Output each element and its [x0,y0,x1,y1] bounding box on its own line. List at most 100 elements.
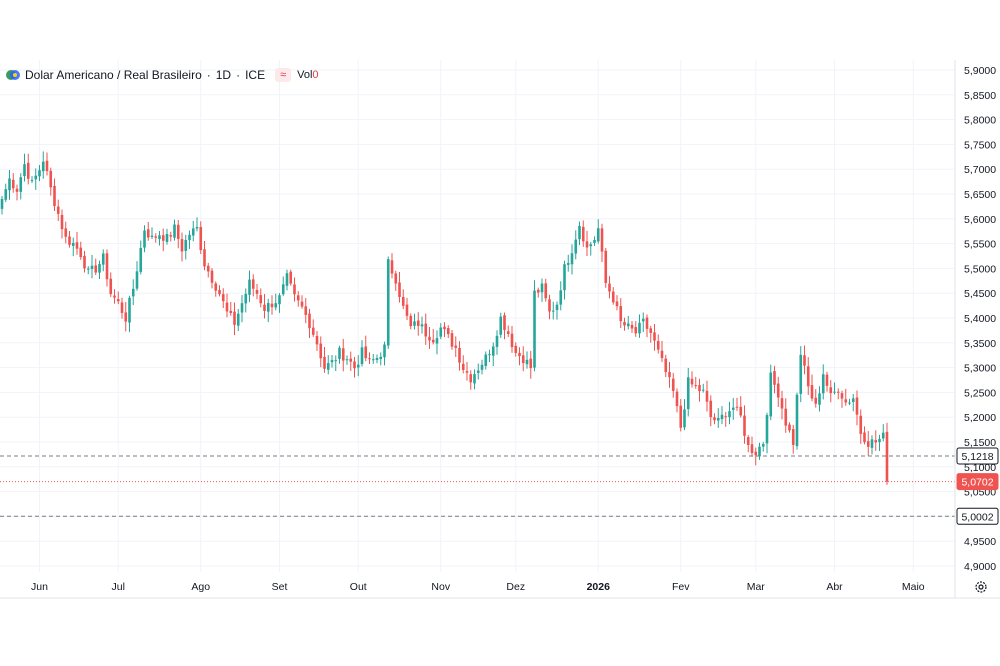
y-tick-label: 4,9500 [964,536,996,548]
candle-body-up [386,259,390,346]
candle-body-down [709,400,713,418]
candle-body-down [180,239,184,252]
candle-body-up [371,359,375,361]
candle-body-up [435,338,439,344]
candle-body-up [188,234,191,241]
candle-body-down [60,214,64,230]
candle-body-down [600,228,604,252]
price-marker-labels: 5,1218 5,0702 5,0002 [956,447,999,525]
candle-body-down [784,408,788,426]
candle-body-down [814,397,818,404]
candle-body-down [296,295,300,301]
candle-body-down [750,444,754,454]
candle-body-down [803,355,806,366]
candle-body-down [120,302,124,313]
candle-body-up [236,313,240,326]
candle-body-down [855,397,859,415]
candle-body-up [596,228,600,242]
candle-body-down [68,236,71,245]
candle-body-up [570,253,574,265]
candle-body-down [364,346,368,359]
candle-body-down [656,341,660,350]
candle-body-up [683,409,686,428]
candle-body-down [458,347,461,363]
x-tick-label: Jun [31,581,48,593]
candle-body-up [848,402,851,404]
candle-body-up [86,268,90,270]
candle-body-up [131,288,135,297]
candle-body-up [184,239,188,251]
candle-body-down [431,339,435,343]
candle-body-down [544,283,548,299]
approx-icon[interactable]: ≈ [275,68,292,82]
candle-body-down [806,366,810,387]
interval-label: 1D [215,68,232,82]
candle-body-up [566,263,570,265]
candle-body-down [548,299,551,312]
candle-body-down [390,260,394,274]
candle-body-up [338,347,341,359]
candle-body-up [383,344,386,358]
candle-body-down [465,371,469,373]
candle-body-down [416,320,420,326]
candle-body-down [368,358,371,360]
candle-body-down [645,317,649,329]
candle-body-up [559,290,563,305]
candle-body-up [480,364,484,370]
gear-icon[interactable] [974,580,988,594]
candle-body-down [773,371,776,385]
grid [0,60,955,572]
candle-body-up [593,239,596,243]
candle-body-down [791,429,795,445]
y-tick-label: 5,3000 [964,363,996,375]
y-tick-label: 5,5500 [964,239,996,251]
candle-body-up [870,439,874,448]
y-tick-label: 5,7000 [964,164,996,176]
candle-body-down [675,391,679,407]
candle-body-down [608,283,611,292]
candle-body-up [473,374,476,384]
candle-body-up [191,228,195,236]
volume-indicator[interactable]: Vol0 [297,69,318,81]
candle-body-down [705,390,709,402]
y-tick-label: 5,9000 [964,65,996,77]
candle-body-up [420,324,424,327]
candle-body-up [765,414,769,444]
candle-body-down [746,437,750,446]
time-axis[interactable]: Jun Jul Ago Set Out Nov Dez 2026 Fev Mar Abr Maio [0,581,1000,599]
x-tick-label: Abr [826,581,843,593]
symbol-name: Dolar Americano / Real Brasileiro [25,68,202,82]
candle-body-down [776,383,780,398]
x-tick-label: Dez [506,581,525,593]
candle-body-down [536,289,540,293]
candle-body-up [731,407,735,410]
candle-body-up [248,279,251,295]
y-tick-label: 4,9000 [964,561,996,573]
candle-body-up [626,323,630,327]
symbol-legend[interactable]: Dolar Americano / Real Brasileiro · 1D ·… [6,68,319,82]
candle-body-down [64,228,68,237]
candle-body-up [499,316,503,335]
candle-body-up [686,377,690,410]
candle-body-down [660,350,664,359]
candle-body-down [53,185,56,207]
candle-body-up [360,347,364,365]
candle-body-down [49,170,53,188]
candle-body-down [735,406,739,408]
y-tick-label: 5,2000 [964,412,996,424]
candle-body-down [94,265,98,273]
candle-body-down [26,162,30,179]
candle-body-up [135,271,139,289]
volume-label: Vol [297,69,313,81]
separator-dot: · [206,68,211,82]
separator-dot: · [236,68,241,82]
candle-body-up [379,356,383,360]
candle-body-down [225,302,229,312]
candle-body-down [79,247,83,258]
candle-body-up [563,264,566,291]
candle-body-up [484,354,488,366]
candle-body-down [739,406,743,416]
candle-body-down [45,160,49,172]
candle-body-down [713,417,716,421]
